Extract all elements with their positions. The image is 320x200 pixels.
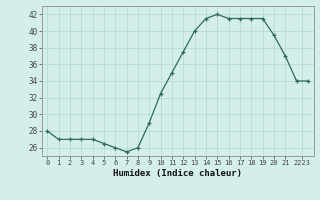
X-axis label: Humidex (Indice chaleur): Humidex (Indice chaleur) [113,169,242,178]
